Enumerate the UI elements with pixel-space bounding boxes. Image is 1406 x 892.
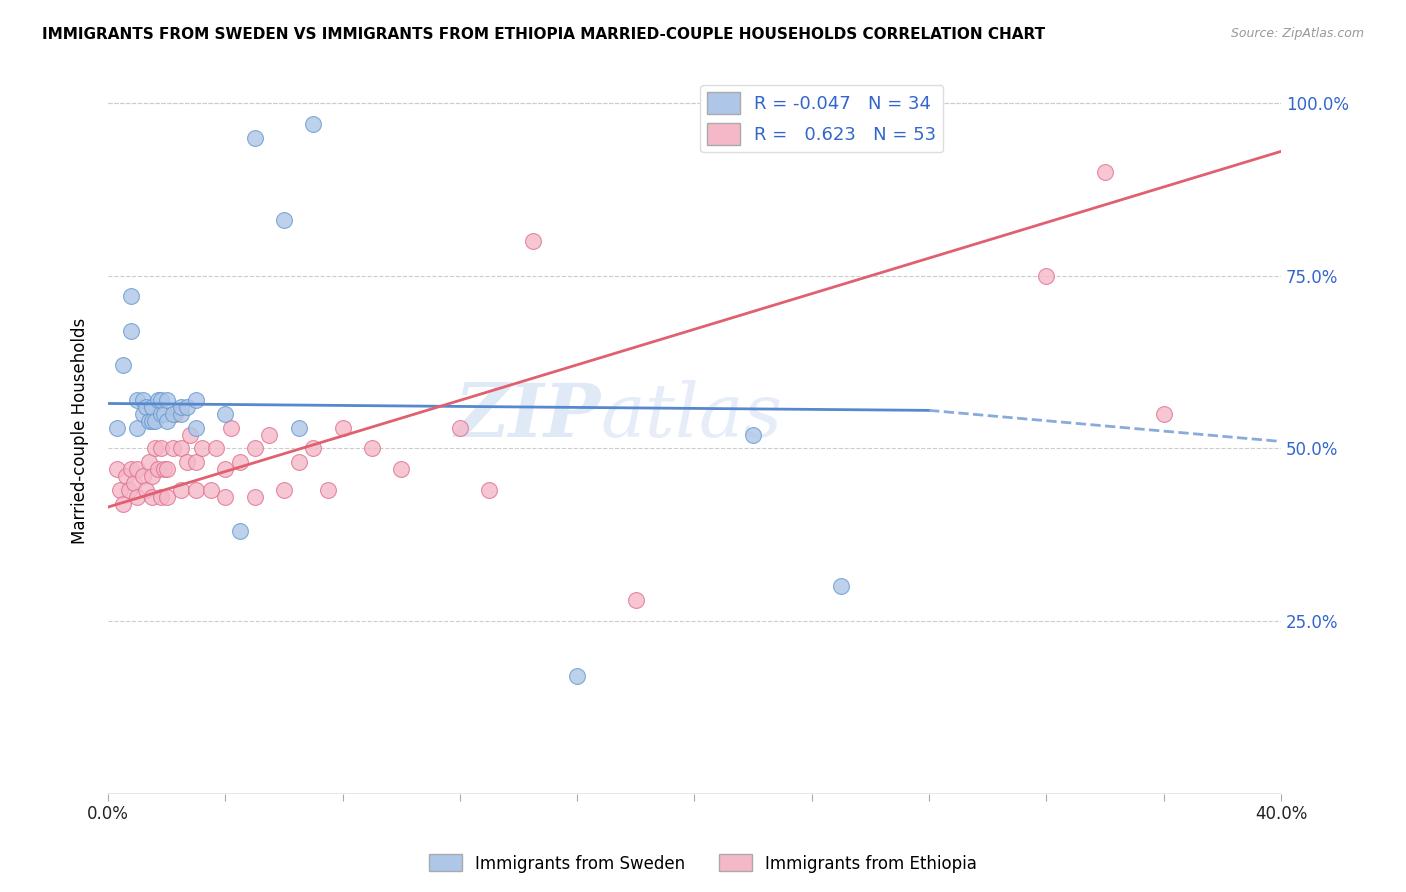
Point: [156, 414, 179, 428]
Point: [361, 442, 384, 456]
Point: [191, 442, 214, 456]
Point: [205, 442, 228, 456]
Point: [127, 490, 149, 504]
Text: Source: ZipAtlas.com: Source: ZipAtlas.com: [1230, 27, 1364, 40]
Point: [149, 490, 172, 504]
Point: [243, 442, 266, 456]
Point: [742, 427, 765, 442]
Point: [135, 400, 157, 414]
Point: [149, 442, 172, 456]
Point: [141, 490, 163, 504]
Point: [165, 407, 187, 421]
Point: [243, 130, 266, 145]
Point: [287, 455, 309, 469]
Point: [302, 442, 325, 456]
Point: [149, 392, 172, 407]
Point: [176, 455, 198, 469]
Point: [132, 392, 155, 407]
Point: [176, 400, 198, 414]
Point: [179, 427, 201, 442]
Point: [156, 462, 179, 476]
Point: [127, 462, 149, 476]
Point: [170, 407, 193, 421]
Point: [127, 392, 149, 407]
Point: [114, 469, 136, 483]
Point: [105, 462, 128, 476]
Point: [138, 414, 160, 428]
Point: [105, 420, 128, 434]
Point: [149, 407, 172, 421]
Point: [1153, 407, 1175, 421]
Point: [120, 289, 142, 303]
Point: [522, 234, 544, 248]
Point: [287, 420, 309, 434]
Point: [184, 420, 207, 434]
Point: [302, 117, 325, 131]
Point: [449, 420, 471, 434]
Point: [146, 392, 169, 407]
Point: [184, 455, 207, 469]
Point: [184, 483, 207, 497]
Point: [243, 490, 266, 504]
Text: atlas: atlas: [600, 380, 783, 453]
Point: [152, 407, 174, 421]
Point: [478, 483, 501, 497]
Point: [567, 669, 589, 683]
Point: [170, 442, 193, 456]
Text: ZIP: ZIP: [454, 380, 600, 453]
Point: [273, 213, 295, 227]
Point: [624, 593, 647, 607]
Point: [389, 462, 412, 476]
Point: [1094, 165, 1116, 179]
Point: [259, 427, 281, 442]
Point: [162, 442, 184, 456]
Point: [229, 524, 252, 539]
Point: [830, 579, 852, 593]
Point: [111, 359, 134, 373]
Point: [156, 490, 179, 504]
Point: [200, 483, 222, 497]
Point: [332, 420, 354, 434]
Point: [146, 462, 169, 476]
Point: [135, 483, 157, 497]
Point: [152, 462, 174, 476]
Point: [219, 420, 242, 434]
Point: [132, 407, 155, 421]
Point: [143, 442, 166, 456]
Point: [170, 400, 193, 414]
Point: [156, 392, 179, 407]
Point: [124, 475, 146, 490]
Point: [1035, 268, 1057, 283]
Point: [108, 483, 131, 497]
Text: IMMIGRANTS FROM SWEDEN VS IMMIGRANTS FROM ETHIOPIA MARRIED-COUPLE HOUSEHOLDS COR: IMMIGRANTS FROM SWEDEN VS IMMIGRANTS FRO…: [42, 27, 1045, 42]
Point: [273, 483, 295, 497]
Point: [111, 497, 134, 511]
Point: [141, 400, 163, 414]
Point: [141, 414, 163, 428]
Point: [132, 469, 155, 483]
Point: [316, 483, 339, 497]
Legend: Immigrants from Sweden, Immigrants from Ethiopia: Immigrants from Sweden, Immigrants from …: [422, 847, 984, 880]
Legend: R = -0.047   N = 34, R =   0.623   N = 53: R = -0.047 N = 34, R = 0.623 N = 53: [700, 85, 943, 153]
Point: [138, 455, 160, 469]
Y-axis label: Married-couple Households: Married-couple Households: [72, 318, 89, 544]
Point: [120, 462, 142, 476]
Point: [214, 407, 236, 421]
Point: [214, 462, 236, 476]
Point: [143, 414, 166, 428]
Point: [141, 469, 163, 483]
Point: [127, 420, 149, 434]
Point: [120, 324, 142, 338]
Point: [229, 455, 252, 469]
Point: [170, 483, 193, 497]
Point: [162, 407, 184, 421]
Point: [117, 483, 139, 497]
Point: [184, 392, 207, 407]
Point: [214, 490, 236, 504]
